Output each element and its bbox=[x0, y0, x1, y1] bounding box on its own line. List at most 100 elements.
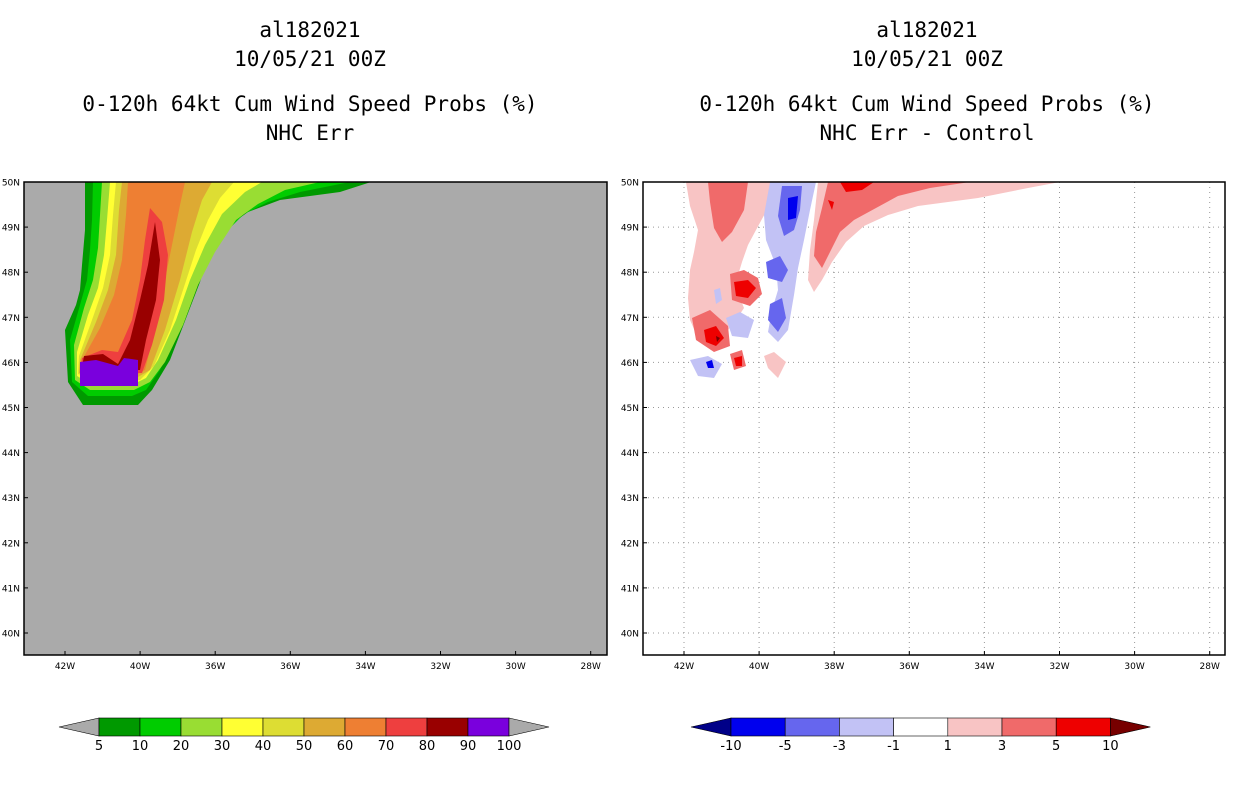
y-tick-label: 40N bbox=[2, 630, 20, 640]
colorbar-swatch bbox=[467, 717, 510, 737]
colorbar-swatch bbox=[730, 717, 786, 737]
y-tick-label: 50N bbox=[2, 179, 20, 189]
left-x-ticks: 42W 40W 36W 36W 34W 32W 30W 28W bbox=[55, 651, 601, 672]
x-tick-label: 32W bbox=[430, 662, 450, 672]
colorbar-swatch bbox=[221, 717, 264, 737]
diff-pos-1c bbox=[764, 352, 786, 378]
colorbar-over-triangle bbox=[508, 717, 550, 737]
y-tick-label: 48N bbox=[621, 269, 639, 279]
x-tick-label: 28W bbox=[581, 662, 601, 672]
colorbar-swatch bbox=[385, 717, 428, 737]
colorbar-label: -10 bbox=[720, 739, 741, 754]
y-tick-label: 42N bbox=[621, 539, 639, 549]
colorbar-label: -5 bbox=[779, 739, 792, 754]
diff-pos-5b bbox=[734, 280, 756, 298]
left-storm-id: al182021 bbox=[259, 18, 361, 42]
y-tick-label: 45N bbox=[2, 404, 20, 414]
colorbar-swatch bbox=[839, 717, 894, 737]
left-y-ticks: 40N 41N 42N 43N 44N 45N 46N 47N 48N 49N 50N bbox=[2, 179, 28, 640]
right-colorbar: -10 -5 -3 -1 1 3 5 10 bbox=[690, 717, 1151, 754]
colorbar-label: 100 bbox=[497, 739, 522, 754]
x-tick-label: 36W bbox=[899, 662, 919, 672]
right-map: 40N 41N 42N 43N 44N 45N 46N 47N 48N 49N 50N 42W 40W… bbox=[621, 179, 1226, 672]
colorbar-label: 10 bbox=[132, 739, 149, 754]
x-tick-label: 32W bbox=[1049, 662, 1069, 672]
x-tick-label: 28W bbox=[1200, 662, 1220, 672]
y-tick-label: 43N bbox=[621, 494, 639, 504]
y-tick-label: 49N bbox=[621, 224, 639, 234]
diff-neg-3c bbox=[768, 298, 786, 332]
colorbar-swatch bbox=[947, 717, 1003, 737]
diff-neg-1c bbox=[690, 356, 722, 378]
y-tick-label: 48N bbox=[2, 269, 20, 279]
diff-pos-3 bbox=[708, 182, 748, 242]
colorbar-swatch bbox=[139, 717, 182, 737]
x-tick-label: 38W bbox=[824, 662, 844, 672]
y-tick-label: 46N bbox=[621, 359, 639, 369]
left-map: 40N 41N 42N 43N 44N 45N 46N 47N 48N 49N 50N 42W 40W… bbox=[2, 179, 608, 672]
right-plot-frame bbox=[642, 181, 1226, 656]
left-contours bbox=[65, 182, 371, 405]
colorbar-label: 10 bbox=[1102, 739, 1119, 754]
left-plot-frame bbox=[23, 181, 608, 656]
colorbar-label: 50 bbox=[296, 739, 313, 754]
colorbar-label: 80 bbox=[419, 739, 436, 754]
right-gridlines bbox=[643, 181, 1225, 655]
colorbar-label: 60 bbox=[337, 739, 354, 754]
left-title-block: al182021 10/05/21 00Z 0-120h 64kt Cum Wi… bbox=[0, 16, 620, 148]
y-tick-label: 41N bbox=[621, 584, 639, 594]
colorbar-swatch bbox=[262, 717, 305, 737]
y-tick-label: 47N bbox=[2, 314, 20, 324]
y-tick-label: 41N bbox=[2, 584, 20, 594]
colorbar-under-triangle bbox=[58, 717, 100, 737]
right-subtitle: NHC Err - Control bbox=[819, 121, 1035, 145]
y-tick-label: 46N bbox=[2, 359, 20, 369]
y-tick-label: 44N bbox=[621, 449, 639, 459]
y-tick-label: 50N bbox=[621, 179, 639, 189]
colorbar-label: 1 bbox=[944, 739, 952, 754]
x-tick-label: 40W bbox=[130, 662, 150, 672]
contour-100 bbox=[80, 358, 138, 386]
diff-pos-10 bbox=[716, 336, 720, 342]
colorbar-label: 5 bbox=[95, 739, 103, 754]
diff-neg-3b bbox=[766, 256, 788, 282]
y-tick-label: 43N bbox=[2, 494, 20, 504]
right-contours bbox=[686, 182, 1060, 378]
colorbar-label: 3 bbox=[998, 739, 1006, 754]
y-tick-label: 42N bbox=[2, 539, 20, 549]
y-tick-label: 47N bbox=[621, 314, 639, 324]
colorbar-swatch bbox=[303, 717, 346, 737]
x-tick-label: 30W bbox=[505, 662, 525, 672]
colorbar-label: 5 bbox=[1052, 739, 1060, 754]
colorbar-label: -3 bbox=[833, 739, 846, 754]
right-title-block: al182021 10/05/21 00Z 0-120h 64kt Cum Wi… bbox=[618, 16, 1236, 148]
colorbar-label: -1 bbox=[887, 739, 900, 754]
colorbar-over-triangle bbox=[1110, 717, 1151, 737]
colorbar-under-triangle bbox=[690, 717, 732, 737]
diff-neg-5 bbox=[788, 196, 798, 220]
x-tick-label: 40W bbox=[749, 662, 769, 672]
diff-pos-5d bbox=[734, 356, 742, 366]
colorbar-swatch bbox=[344, 717, 387, 737]
x-tick-label: 34W bbox=[974, 662, 994, 672]
diff-neg-1d bbox=[714, 288, 722, 304]
x-tick-label: 36W bbox=[205, 662, 225, 672]
diff-pos-5e bbox=[828, 200, 834, 210]
right-storm-id: al182021 bbox=[876, 18, 978, 42]
y-tick-label: 44N bbox=[2, 449, 20, 459]
diff-pos-3b bbox=[814, 182, 970, 268]
colorbar-label: 20 bbox=[173, 739, 190, 754]
colorbar-label: 70 bbox=[378, 739, 395, 754]
colorbar-swatch bbox=[1001, 717, 1057, 737]
diff-neg-5b bbox=[706, 360, 714, 368]
colorbar-swatch bbox=[893, 717, 949, 737]
right-x-ticks: 42W 40W 38W 36W 34W 32W 30W 28W bbox=[674, 651, 1220, 672]
y-tick-label: 40N bbox=[621, 630, 639, 640]
colorbar-label: 30 bbox=[214, 739, 231, 754]
diff-pos-5c bbox=[704, 326, 724, 346]
colorbar-swatch bbox=[1055, 717, 1111, 737]
diff-pos-5 bbox=[840, 182, 874, 192]
colorbar-swatch bbox=[426, 717, 469, 737]
colorbar-swatch bbox=[784, 717, 840, 737]
right-product-title: 0-120h 64kt Cum Wind Speed Probs (%) bbox=[699, 92, 1155, 116]
